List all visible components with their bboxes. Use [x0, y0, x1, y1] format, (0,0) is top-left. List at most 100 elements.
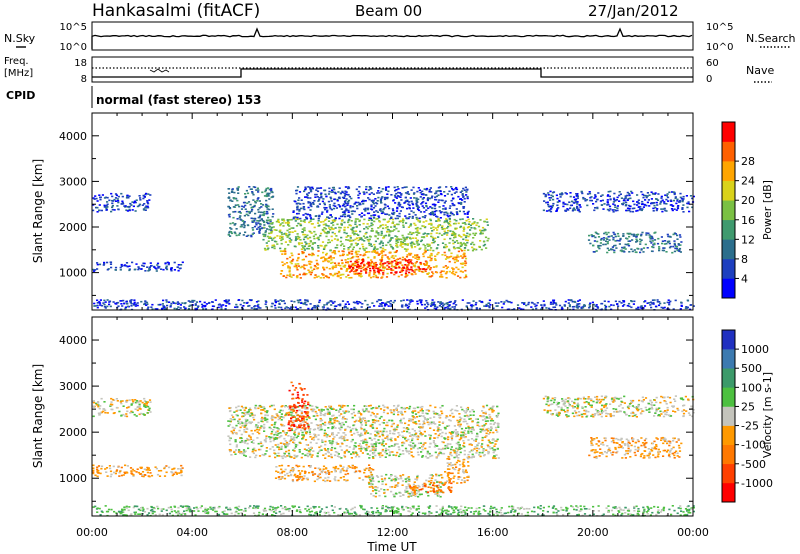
data-cell — [639, 208, 642, 210]
data-cell — [348, 267, 352, 269]
data-cell — [94, 269, 97, 271]
data-cell — [382, 207, 386, 210]
data-cell — [631, 239, 634, 241]
data-cell — [204, 308, 208, 310]
data-cell — [322, 229, 325, 232]
data-cell — [389, 251, 392, 254]
data-cell — [444, 444, 447, 447]
data-cell — [333, 191, 337, 194]
data-cell — [301, 250, 304, 253]
data-cell — [476, 447, 479, 450]
data-cell — [378, 220, 381, 222]
data-cell — [103, 408, 106, 410]
data-cell — [630, 233, 633, 236]
data-cell — [362, 440, 365, 443]
data-cell — [277, 219, 280, 222]
data-cell — [354, 264, 357, 267]
data-cell — [382, 272, 385, 274]
data-cell — [552, 306, 555, 309]
data-cell — [395, 238, 398, 240]
data-cell — [235, 234, 238, 237]
data-cell — [410, 252, 413, 255]
data-cell — [469, 427, 472, 429]
data-cell — [154, 308, 157, 310]
data-cell — [280, 231, 283, 234]
data-cell — [307, 260, 311, 263]
data-cell — [640, 209, 643, 212]
data-cell — [313, 276, 316, 279]
data-cell — [359, 238, 362, 241]
data-cell — [412, 193, 416, 195]
data-cell — [463, 213, 466, 215]
data-cell — [670, 208, 674, 210]
data-cell — [435, 199, 438, 201]
data-cell — [359, 421, 362, 423]
data-cell — [369, 276, 373, 279]
data-cell — [236, 409, 239, 412]
data-cell — [571, 300, 574, 303]
data-cell — [321, 211, 324, 213]
data-cell — [124, 415, 127, 417]
noise-sky-label: N.Sky — [4, 32, 36, 45]
data-cell — [415, 231, 418, 234]
data-cell — [437, 236, 440, 238]
data-cell — [435, 210, 438, 212]
data-cell — [365, 272, 368, 274]
data-cell — [446, 227, 449, 229]
data-cell — [639, 243, 642, 245]
colorbar-tick-label: 8 — [741, 253, 748, 266]
data-cell — [443, 308, 446, 310]
data-cell — [165, 301, 168, 303]
data-cell — [410, 259, 413, 261]
y-tick-label: 3000 — [59, 175, 87, 188]
data-cell — [115, 302, 119, 304]
data-cell — [115, 470, 118, 473]
data-cell — [652, 244, 655, 246]
data-cell — [439, 217, 442, 219]
data-cell — [363, 208, 366, 211]
data-cell — [360, 422, 363, 424]
data-cell — [489, 447, 492, 450]
data-cell — [501, 306, 504, 309]
data-cell — [652, 246, 655, 249]
data-cell — [641, 231, 644, 234]
data-cell — [247, 305, 250, 307]
data-cell — [458, 210, 461, 213]
data-cell — [606, 204, 609, 206]
data-cell — [338, 226, 341, 229]
data-cell — [646, 195, 649, 197]
data-cell — [308, 221, 311, 224]
data-cell — [279, 273, 283, 275]
data-cell — [309, 204, 312, 206]
data-cell — [136, 304, 139, 307]
data-cell — [369, 217, 373, 220]
data-cell — [268, 208, 271, 211]
data-cell — [328, 187, 331, 190]
data-cell — [401, 450, 405, 452]
data-cell — [119, 300, 122, 302]
data-cell — [138, 403, 141, 406]
data-cell — [96, 471, 99, 473]
data-cell — [460, 270, 463, 272]
data-cell — [399, 271, 402, 273]
data-cell — [462, 238, 465, 241]
data-cell — [465, 219, 468, 222]
data-cell — [347, 202, 350, 205]
data-cell — [329, 300, 332, 302]
data-cell — [381, 249, 384, 252]
data-cell — [340, 236, 343, 239]
data-cell — [312, 415, 315, 417]
data-cell — [311, 405, 314, 407]
data-cell — [363, 240, 366, 242]
data-cell — [650, 242, 653, 244]
data-cell — [294, 200, 297, 203]
data-cell — [424, 226, 427, 228]
data-cell — [130, 404, 133, 406]
data-cell — [132, 304, 136, 306]
data-cell — [257, 191, 260, 193]
data-cell — [302, 266, 305, 268]
data-cell — [383, 305, 386, 307]
data-cell — [126, 210, 129, 212]
data-cell — [566, 208, 569, 210]
data-cell — [344, 200, 347, 202]
